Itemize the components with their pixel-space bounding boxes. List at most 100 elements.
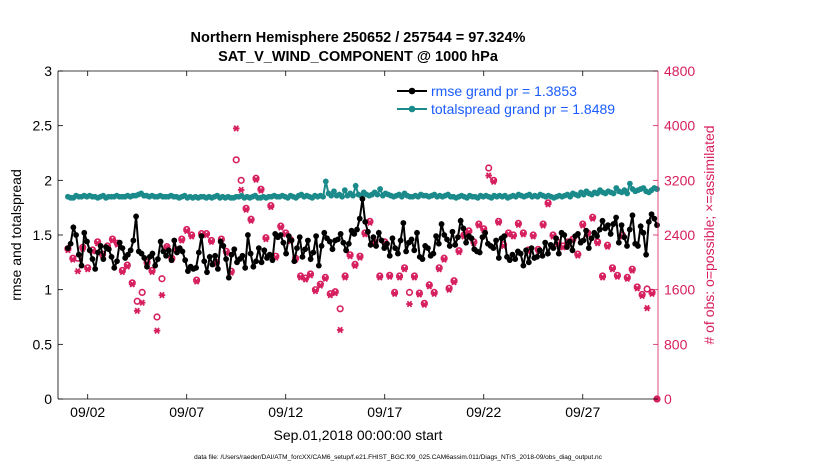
obs-possible-marker — [485, 164, 493, 172]
rmse-marker — [520, 262, 527, 269]
rmse-marker — [95, 249, 101, 256]
x-tick-label: 09/12 — [268, 404, 303, 420]
rmse-marker — [555, 250, 562, 257]
rmse-marker — [613, 214, 619, 221]
rmse-marker — [294, 245, 300, 252]
obs-assimilated-marker — [440, 256, 448, 263]
obs-assimilated-marker — [262, 235, 270, 243]
rmse-marker — [201, 258, 208, 265]
obs-assimilated-marker — [495, 219, 502, 227]
obs-assimilated-marker — [406, 300, 413, 308]
obs-possible-marker — [138, 288, 146, 297]
rmse-marker — [337, 231, 344, 237]
rmse-marker — [640, 229, 647, 236]
rmse-marker — [329, 246, 336, 253]
rmse-marker — [517, 250, 524, 257]
rmse-marker — [343, 247, 349, 254]
rmse-marker — [321, 229, 328, 236]
rmse-marker — [84, 238, 90, 245]
x-tick-label: 09/07 — [169, 404, 204, 420]
rmse-marker — [635, 243, 641, 249]
rmse-marker — [209, 261, 216, 268]
rmse-marker — [182, 257, 189, 264]
rmse-marker — [133, 213, 139, 220]
rmse-marker — [414, 229, 420, 236]
rmse-marker — [247, 250, 254, 257]
rmse-marker — [296, 234, 303, 241]
rmse-marker — [583, 227, 589, 234]
y-right-tick-label: 3200 — [664, 172, 695, 188]
rmse-marker — [231, 246, 238, 253]
rmse-marker — [277, 232, 284, 238]
obs-possible-marker — [643, 285, 651, 293]
rmse-marker — [534, 253, 540, 260]
obs-assimilated-marker — [267, 203, 275, 211]
spread-marker — [322, 178, 329, 185]
rmse-marker — [253, 258, 259, 265]
rmse-marker — [318, 243, 325, 249]
chart-title-line1: Northern Hemisphere 250652 / 257544 = 97… — [191, 30, 526, 46]
rmse-marker — [255, 245, 262, 252]
y-right-tick-label: 800 — [664, 336, 688, 352]
x-tick-label: 09/27 — [565, 404, 600, 420]
obs-assimilated-marker — [124, 263, 131, 270]
rmse-marker — [149, 250, 156, 257]
rmse-marker — [384, 240, 390, 247]
rmse-marker — [607, 231, 614, 237]
legend-rmse-marker — [408, 87, 416, 95]
rmse-marker — [310, 249, 317, 256]
obs-assimilated-marker — [109, 237, 116, 244]
obs-assimilated-marker — [643, 304, 651, 312]
rmse-marker — [506, 257, 513, 264]
spread-marker — [350, 192, 356, 199]
rmse-marker — [463, 239, 469, 246]
y-left-tick-label: 3 — [44, 63, 52, 79]
rmse-marker — [509, 251, 516, 258]
obs-assimilated-marker — [455, 248, 463, 256]
y-axis-left-label: rmse and totalspread — [8, 169, 24, 301]
rmse-marker — [97, 243, 104, 249]
rmse-marker — [493, 237, 499, 244]
y-left-tick-label: 2.5 — [33, 118, 53, 134]
rmse-marker — [373, 243, 379, 249]
obs-assimilated-marker — [312, 287, 319, 295]
rmse-marker — [403, 248, 409, 255]
y-left-tick-label: 0.5 — [33, 336, 53, 352]
obs-assimilated-marker — [69, 256, 77, 263]
obs-assimilated-marker — [302, 276, 309, 283]
spread-marker — [377, 186, 384, 192]
obs-assimilated-marker — [396, 274, 403, 281]
rmse-marker — [495, 255, 502, 261]
rmse-marker — [160, 248, 167, 255]
rmse-marker — [378, 237, 385, 244]
obs-assimilated-marker — [203, 231, 210, 239]
spread-marker — [624, 190, 631, 197]
rmse-marker — [212, 252, 219, 259]
rmse-marker — [438, 221, 445, 227]
rmse-marker — [356, 215, 363, 222]
rmse-marker — [193, 264, 199, 271]
obs-assimilated-marker — [411, 274, 418, 281]
obs-assimilated-marker — [520, 230, 527, 238]
rmse-marker — [155, 256, 161, 262]
rmse-marker — [525, 259, 532, 266]
rmse-marker — [395, 250, 401, 257]
rmse-marker — [569, 247, 576, 254]
rmse-marker — [419, 256, 426, 262]
rmse-marker — [116, 239, 123, 246]
rmse-marker — [152, 262, 159, 269]
rmse-marker — [375, 229, 382, 236]
rmse-marker — [283, 250, 289, 257]
rmse-marker — [580, 237, 587, 244]
rmse-marker — [130, 237, 137, 244]
spread-marker — [610, 190, 617, 197]
rmse-marker — [305, 237, 311, 244]
obs-assimilated-marker — [435, 265, 443, 273]
rmse-marker — [400, 220, 407, 226]
obs-possible-marker — [237, 176, 245, 184]
rmse-marker — [114, 258, 120, 265]
rmse-marker — [425, 245, 431, 252]
obs-assimilated-marker — [475, 222, 483, 229]
